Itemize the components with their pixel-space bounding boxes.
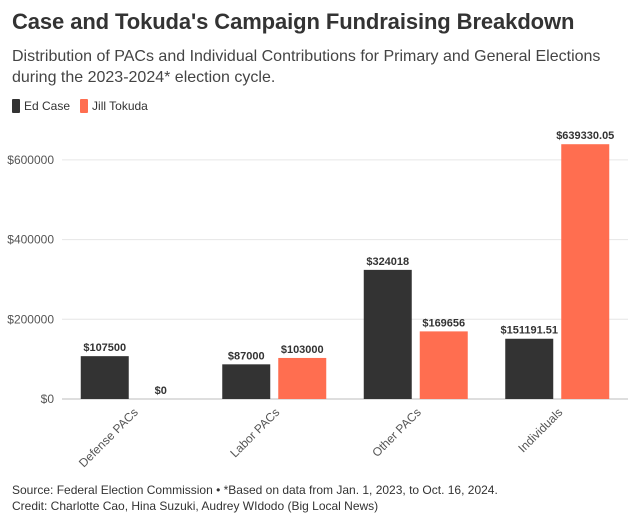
data-label-jill-tokuda-defense-pacs: $0 (155, 385, 167, 397)
y-tick-label-2: $400000 (7, 233, 54, 247)
bar-jill-tokuda-other-pacs[interactable] (419, 331, 468, 399)
source-note: Source: Federal Election Commission • *B… (12, 483, 498, 497)
data-label-ed-case-defense-pacs: $107500 (83, 342, 126, 354)
y-axis: $0 $200000 $400000 $600000 (7, 153, 54, 406)
legend-swatch-jill-tokuda (80, 99, 89, 113)
x-tick-label-individuals: Individuals (515, 405, 565, 455)
chart-footer: Source: Federal Election Commission • *B… (12, 482, 498, 514)
legend-swatch-ed-case (12, 99, 20, 113)
data-label-jill-tokuda-individuals: $639330.05 (556, 130, 614, 142)
legend-label-jill-tokuda: Jill Tokuda (92, 99, 148, 113)
x-axis: Defense PACs Labor PACs Other PACs Individu… (76, 405, 565, 470)
legend-item-jill-tokuda[interactable]: Jill Tokuda (80, 99, 148, 113)
bar-ed-case-defense-pacs[interactable] (80, 356, 129, 399)
bars (80, 144, 610, 399)
bar-jill-tokuda-labor-pacs[interactable] (278, 357, 327, 399)
legend-item-ed-case[interactable]: Ed Case (12, 99, 70, 113)
x-tick-label-other-pacs: Other PACs (369, 405, 424, 460)
y-tick-label-3: $600000 (7, 153, 54, 167)
bar-jill-tokuda-individuals[interactable] (561, 144, 610, 399)
legend: Ed Case Jill Tokuda (12, 99, 158, 113)
data-label-jill-tokuda-labor-pacs: $103000 (281, 344, 324, 356)
x-tick-label-labor-pacs: Labor PACs (227, 405, 282, 460)
bar-chart: $0$200000$400000$600000 $107500$0$87000$… (7, 130, 628, 470)
legend-label-ed-case: Ed Case (24, 99, 71, 113)
x-tick-label-defense-pacs: Defense PACs (76, 405, 141, 470)
data-label-ed-case-individuals: $151191.51 (500, 325, 558, 337)
data-labels: $107500 $0 $87000 $103000 $324018 $169656 $151… (83, 130, 614, 397)
y-tick-label-0: $0 (41, 392, 55, 406)
data-label-ed-case-labor-pacs: $87000 (228, 350, 265, 362)
bar-ed-case-individuals[interactable] (505, 338, 554, 399)
bar-ed-case-other-pacs[interactable] (363, 269, 412, 399)
data-label-jill-tokuda-other-pacs: $169656 (422, 317, 465, 329)
chart-title: Case and Tokuda's Campaign Fundraising B… (12, 9, 575, 34)
chart-subtitle: Distribution of PACs and Individual Cont… (12, 48, 601, 86)
data-label-ed-case-other-pacs: $324018 (366, 256, 409, 268)
credit-note: Credit: Charlotte Cao, Hina Suzuki, Audr… (12, 499, 379, 513)
bar-ed-case-labor-pacs[interactable] (222, 364, 271, 399)
y-tick-label-1: $200000 (7, 312, 54, 326)
